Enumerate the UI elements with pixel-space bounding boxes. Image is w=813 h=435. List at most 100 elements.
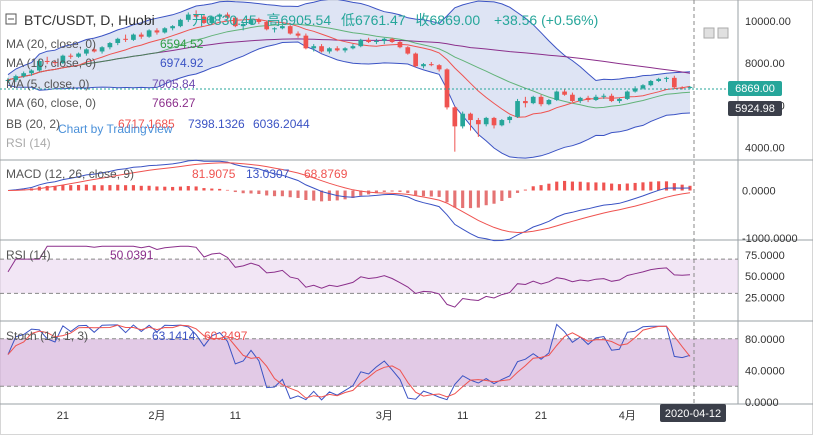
rsi-tick-label: 75.0000 <box>745 250 785 262</box>
candle-body <box>609 95 614 102</box>
candle-body <box>664 77 669 79</box>
change-value: +38.56 (+0.56%) <box>494 12 598 28</box>
bb-fill <box>8 0 690 159</box>
ma10-line <box>7 18 691 118</box>
candle-body <box>327 48 332 52</box>
candle-body <box>5 79 11 81</box>
candle-body <box>162 28 168 33</box>
candle <box>154 28 160 35</box>
rsi-value: 50.0391 <box>110 248 154 262</box>
tradingview-watermark[interactable]: Chart by TradingView <box>58 122 173 136</box>
pane-buttons <box>703 27 729 39</box>
bb-label[interactable]: BB (20, 2) <box>6 117 60 131</box>
candle <box>381 37 387 45</box>
price-tick-label: 8000.00 <box>745 58 785 70</box>
macd-value-signal: 68.8769 <box>304 167 348 181</box>
candle-body <box>193 14 199 17</box>
candle <box>617 97 622 104</box>
stoch-label[interactable]: Stoch (14, 1, 3) <box>6 329 88 343</box>
rsi-band-fill <box>0 259 738 294</box>
candle-body <box>523 101 528 104</box>
candle <box>632 86 638 93</box>
close-label: 收 <box>416 12 430 28</box>
candle-body <box>60 55 66 64</box>
bollinger-band <box>7 0 691 159</box>
ma20-value: 6594.52 <box>160 37 204 51</box>
rsi-tick-label: 25.0000 <box>745 293 785 305</box>
candle-body <box>131 34 136 40</box>
candle <box>421 63 426 69</box>
collapse-icon[interactable] <box>5 13 17 25</box>
candle-body <box>389 38 395 42</box>
candle <box>303 33 309 50</box>
candle <box>436 64 442 72</box>
stoch-tick-label: 80.0000 <box>745 334 785 346</box>
symbol-title[interactable]: BTC/USDT, D, Huobi <box>24 12 155 28</box>
candle-body <box>632 88 638 92</box>
candle-body <box>91 49 97 52</box>
candle <box>413 52 418 68</box>
candle-body <box>209 16 215 23</box>
candle-body <box>240 24 246 27</box>
low-value: 6761.47 <box>355 12 406 28</box>
candle-body <box>115 38 121 44</box>
candle-body <box>13 76 19 80</box>
stoch-d-line <box>7 324 691 399</box>
candle-body <box>287 26 293 34</box>
candle-body <box>272 28 277 30</box>
candle-body <box>640 85 646 89</box>
candle <box>444 68 450 110</box>
ma5-value: 7005.84 <box>152 77 196 91</box>
candle <box>585 95 591 103</box>
macd-tick-label: -1000.0000 <box>742 233 798 245</box>
candle-body <box>468 113 473 121</box>
ma10-label[interactable]: MA (10, close, 0) <box>6 56 96 70</box>
svg-text:2020-04-12: 2020-04-12 <box>665 408 721 420</box>
candle <box>640 84 646 90</box>
rsi-label[interactable]: RSI (14) <box>6 248 51 262</box>
rsi-collapsed-label[interactable]: RSI (14) <box>6 136 51 150</box>
candle <box>29 69 34 76</box>
candle-body <box>460 113 466 127</box>
ma10-value: 6974.92 <box>160 56 204 70</box>
ma60-label[interactable]: MA (60, close, 0) <box>6 96 96 110</box>
candle <box>115 37 121 46</box>
candle <box>131 33 136 41</box>
candle-body <box>44 60 50 63</box>
candle <box>507 115 513 124</box>
candle-body <box>617 98 622 102</box>
bb-value-upper: 7398.1326 <box>188 117 245 131</box>
candle-body <box>562 91 567 95</box>
ma5-label[interactable]: MA (5, close, 0) <box>6 77 89 91</box>
stoch-band-fill <box>0 338 738 387</box>
candle-body <box>334 48 340 51</box>
candle <box>232 16 238 28</box>
rsi-pane <box>0 245 738 308</box>
candle-body <box>366 39 371 42</box>
candle-body <box>358 39 364 47</box>
candle <box>366 37 371 44</box>
candle <box>287 25 293 35</box>
stoch-pane <box>0 323 738 401</box>
candle-body <box>123 38 128 40</box>
candle-body <box>29 70 34 74</box>
candle <box>609 93 614 103</box>
candle <box>499 118 505 127</box>
candle-body <box>99 47 105 52</box>
candle <box>209 15 215 25</box>
candle-body <box>248 19 254 25</box>
candle <box>593 94 599 102</box>
time-tick-label: 11 <box>457 410 468 422</box>
macd-label[interactable]: MACD (12, 26, close, 9) <box>6 167 134 181</box>
candle-body <box>138 34 144 37</box>
candle-body <box>178 19 183 27</box>
candle <box>193 10 199 18</box>
maximize-small-button[interactable] <box>717 27 729 39</box>
ma20-label[interactable]: MA (20, close, 0) <box>6 37 96 51</box>
candle-body <box>185 14 191 20</box>
candle-body <box>452 107 458 127</box>
open-label: 开 <box>192 12 206 28</box>
candle <box>240 22 246 31</box>
settings-small-button[interactable] <box>703 27 715 39</box>
